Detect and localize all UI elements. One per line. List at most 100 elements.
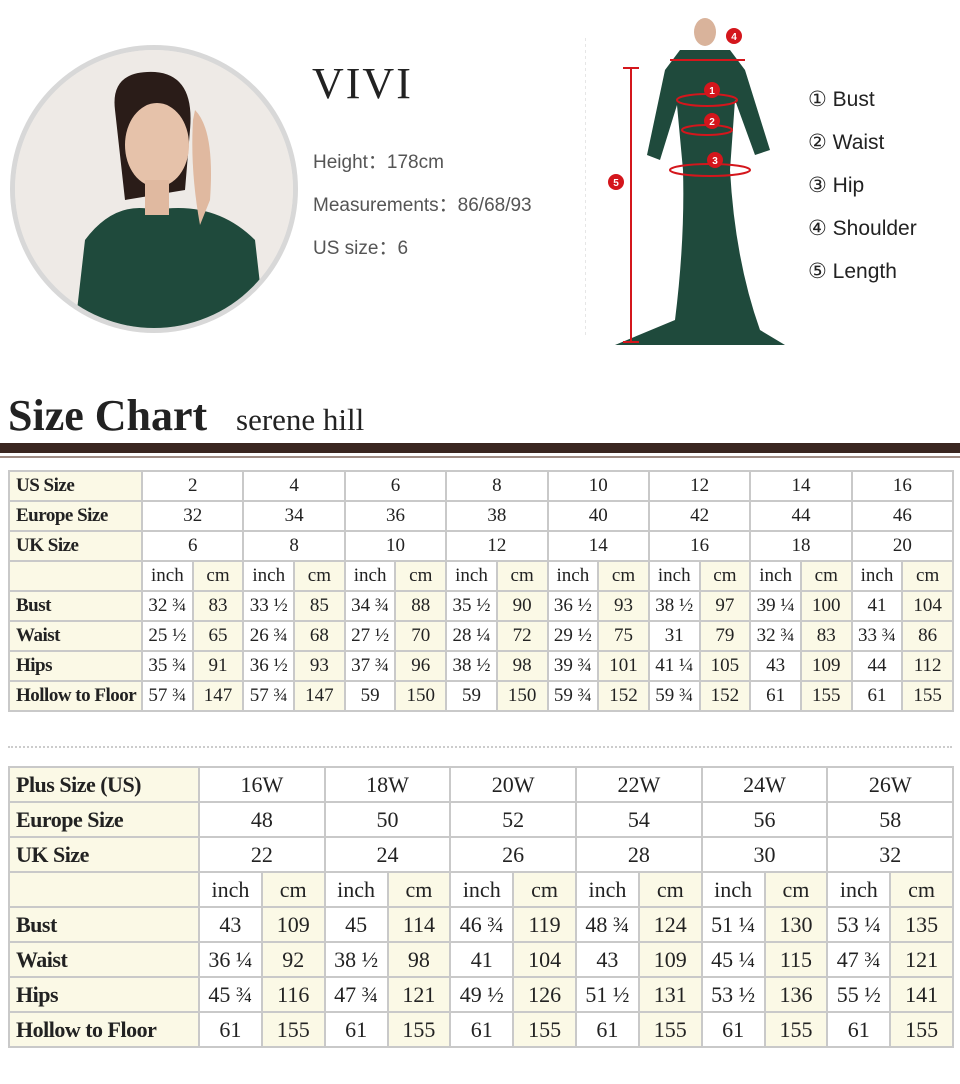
unit-inch: inch: [323, 871, 389, 908]
inch-cell: 32 ¾: [141, 590, 194, 622]
cm-cell: 92: [260, 941, 326, 978]
cm-cell: 98: [386, 941, 452, 978]
inch-cell: 33 ½: [242, 590, 296, 622]
inch-cell: 39 ¼: [749, 590, 802, 622]
marker-hip: [707, 152, 723, 168]
unit-inch: inch: [749, 560, 802, 592]
unit-cm: cm: [698, 560, 752, 592]
cm-cell: 152: [597, 680, 650, 712]
cm-cell: 83: [799, 620, 853, 652]
row-label-empty: [8, 871, 200, 908]
row-label: Bust: [8, 906, 200, 943]
row-label: Hollow to Floor: [8, 680, 143, 712]
legend-waist: ② Waist: [808, 131, 885, 154]
marker-label: 5: [613, 178, 619, 189]
size-cell: 14: [749, 470, 853, 502]
inch-cell: 38 ½: [445, 650, 498, 682]
title-divider: [0, 443, 960, 453]
inch-cell: 53 ½: [700, 976, 766, 1013]
marker-bust: [704, 82, 720, 98]
size-cell: 10: [546, 470, 650, 502]
cm-cell: 150: [495, 680, 549, 712]
unit-inch: inch: [198, 871, 263, 908]
legend-shoulder: ④ Shoulder: [808, 217, 917, 240]
unit-inch: inch: [445, 560, 498, 592]
cm-cell: 100: [799, 590, 853, 622]
measure-row: Hollow to Floor 57 ¾ 147 57 ¾ 147 59 150 59 150 5…: [8, 680, 954, 712]
inch-cell: 51 ¼: [700, 906, 766, 943]
size-cell: 56: [700, 801, 829, 838]
size-cell: 58: [826, 801, 955, 838]
measure-row: Bust 32 ¾ 83 33 ½ 85 34 ¾ 88 35 ½ 90 36 ½ 93 38 ½ 97…: [8, 590, 954, 622]
row-label: Hollow to Floor: [8, 1011, 200, 1048]
inch-cell: 51 ½: [575, 976, 640, 1013]
size-cell: 8: [445, 470, 549, 502]
unit-cm: cm: [901, 560, 954, 592]
unit-cm: cm: [386, 871, 452, 908]
size-cell: 26: [449, 836, 578, 873]
row-label: Hips: [8, 976, 200, 1013]
cm-cell: 131: [637, 976, 703, 1013]
cm-cell: 109: [637, 941, 703, 978]
model-name: VIVI: [312, 59, 413, 108]
size-row: Europe Size 32 34 36 38 40 42 44 46: [8, 500, 955, 532]
size-row: US Size 2 4 6 8 10 12 14 16: [8, 470, 955, 502]
size-cell: 2: [140, 470, 245, 502]
unit-cm: cm: [191, 560, 245, 592]
size-cell: 10: [343, 530, 448, 562]
measure-row: Waist 25 ½ 65 26 ¾ 68 27 ½ 70 28 ¼ 72 29 ½ 75 31 79 3…: [8, 620, 954, 652]
inch-cell: 29 ½: [546, 620, 600, 652]
unit-cm: cm: [799, 560, 853, 592]
cm-cell: 104: [901, 590, 954, 622]
size-cell: 18: [749, 530, 853, 562]
row-label: US Size: [8, 470, 143, 502]
size-cell: 14: [546, 530, 650, 562]
inch-cell: 35 ¾: [141, 650, 194, 682]
row-label: Waist: [8, 941, 200, 978]
unit-inch: inch: [343, 560, 397, 592]
cm-cell: 130: [763, 906, 829, 943]
size-chart-title: Size Chart: [8, 391, 208, 440]
unit-cm: cm: [763, 871, 829, 908]
cm-cell: 93: [597, 590, 650, 622]
table-separator: [8, 746, 952, 748]
size-cell: 24W: [700, 766, 829, 803]
cm-cell: 126: [512, 976, 578, 1013]
inch-cell: 33 ¾: [850, 620, 904, 652]
cm-cell: 72: [495, 620, 549, 652]
inch-cell: 38 ½: [647, 590, 701, 622]
cm-cell: 147: [191, 680, 245, 712]
cm-cell: 93: [293, 650, 346, 682]
inch-cell: 32 ¾: [749, 620, 802, 652]
legend-length: ⑤ Length: [808, 260, 897, 283]
inch-cell: 61: [198, 1011, 263, 1048]
unit-inch: inch: [850, 560, 904, 592]
inch-cell: 48 ¾: [575, 906, 640, 943]
inch-cell: 41 ¼: [647, 650, 701, 682]
cm-cell: 119: [512, 906, 578, 943]
inch-cell: 36 ¼: [198, 941, 263, 978]
cm-cell: 155: [386, 1011, 452, 1048]
cm-cell: 85: [293, 590, 346, 622]
inch-cell: 59 ¾: [546, 680, 600, 712]
inch-cell: 61: [850, 680, 904, 712]
size-cell: 40: [546, 500, 650, 532]
cm-cell: 135: [889, 906, 955, 943]
brand-subtitle: serene hill: [236, 402, 365, 437]
row-label: UK Size: [8, 836, 200, 873]
size-cell: 22: [198, 836, 326, 873]
inch-cell: 36 ½: [546, 590, 600, 622]
size-cell: 50: [323, 801, 452, 838]
cm-cell: 105: [698, 650, 752, 682]
unit-cm: cm: [512, 871, 578, 908]
cm-cell: 155: [260, 1011, 326, 1048]
inch-cell: 34 ¾: [343, 590, 397, 622]
unit-inch: inch: [647, 560, 701, 592]
cm-cell: 121: [386, 976, 452, 1013]
cm-cell: 75: [597, 620, 650, 652]
size-cell: 20W: [449, 766, 578, 803]
measure-row: Hollow to Floor 61 155 61 155 61 155 61 155 61 155…: [8, 1011, 955, 1048]
cm-cell: 124: [637, 906, 703, 943]
